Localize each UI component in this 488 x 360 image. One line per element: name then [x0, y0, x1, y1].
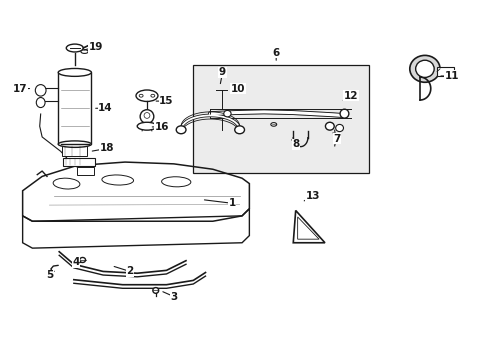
Ellipse shape [136, 90, 158, 102]
Bar [193, 65, 368, 173]
Ellipse shape [140, 110, 154, 123]
Ellipse shape [144, 113, 150, 118]
Ellipse shape [58, 141, 91, 147]
Text: 17: 17 [13, 84, 27, 94]
Text: 2: 2 [126, 266, 133, 276]
Ellipse shape [325, 122, 333, 130]
Text: 12: 12 [343, 91, 357, 101]
Ellipse shape [176, 126, 185, 134]
Text: 1: 1 [228, 198, 235, 208]
Text: 13: 13 [305, 191, 319, 201]
Ellipse shape [80, 257, 85, 262]
Bar [63, 158, 95, 166]
Text: 15: 15 [159, 96, 173, 106]
Ellipse shape [224, 111, 231, 117]
Ellipse shape [81, 50, 88, 53]
Text: 7: 7 [333, 134, 340, 144]
Text: 19: 19 [88, 42, 103, 52]
Bar [58, 72, 91, 144]
Ellipse shape [139, 94, 143, 97]
Ellipse shape [151, 94, 155, 97]
Ellipse shape [409, 55, 439, 82]
Bar [62, 145, 87, 156]
Bar [436, 67, 453, 76]
Text: 3: 3 [170, 292, 177, 302]
Bar [77, 167, 94, 175]
Text: 6: 6 [272, 48, 279, 58]
Ellipse shape [335, 125, 343, 132]
Ellipse shape [415, 60, 433, 77]
Ellipse shape [58, 68, 91, 76]
Ellipse shape [234, 126, 244, 134]
Text: 11: 11 [444, 71, 458, 81]
Ellipse shape [153, 288, 158, 293]
Text: 5: 5 [46, 270, 53, 280]
Text: 4: 4 [72, 257, 80, 267]
Ellipse shape [137, 122, 157, 130]
Text: 9: 9 [219, 67, 225, 77]
Ellipse shape [36, 98, 45, 108]
Text: 14: 14 [98, 103, 113, 113]
Text: 16: 16 [154, 122, 168, 132]
Text: 18: 18 [100, 143, 114, 153]
Ellipse shape [339, 109, 348, 118]
Ellipse shape [66, 44, 83, 52]
Ellipse shape [35, 85, 46, 96]
Text: 8: 8 [291, 139, 299, 149]
Ellipse shape [270, 123, 276, 126]
Text: 10: 10 [230, 84, 245, 94]
